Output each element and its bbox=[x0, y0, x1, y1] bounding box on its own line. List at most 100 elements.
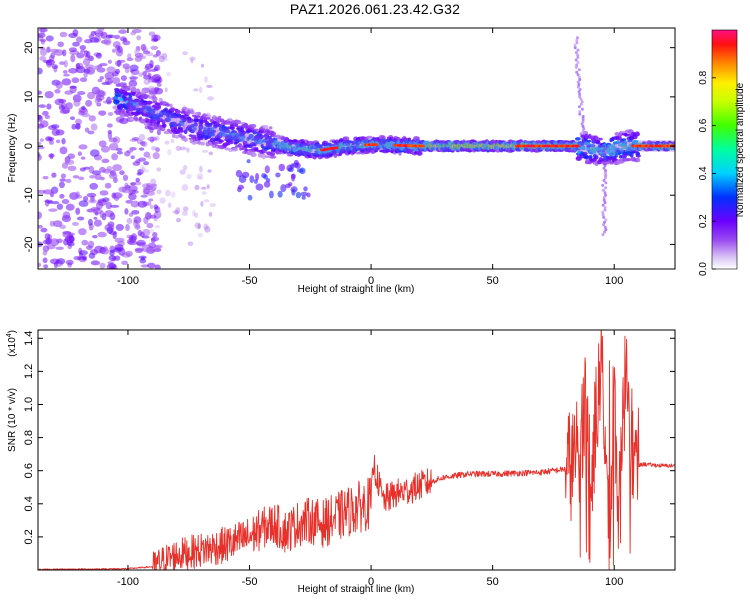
spectrogram-cell bbox=[95, 201, 104, 210]
spectrogram-cell bbox=[584, 155, 589, 159]
spectrogram-cell bbox=[156, 129, 161, 136]
spectrogram-cell bbox=[75, 207, 81, 215]
spectrogram-cell bbox=[149, 109, 156, 115]
spectrogram-cell bbox=[143, 161, 150, 166]
spectrogram-y-tick-label: 10 bbox=[23, 91, 35, 103]
spectrogram-cell bbox=[128, 93, 133, 100]
spectrogram-cell bbox=[227, 118, 233, 121]
spectrogram-cell bbox=[601, 154, 605, 158]
spectrogram-cell bbox=[346, 140, 353, 144]
spectrogram-cell bbox=[131, 73, 135, 77]
spectrogram-cell bbox=[125, 224, 130, 231]
spectrogram-cell bbox=[92, 235, 98, 239]
spectrogram-cell bbox=[107, 59, 112, 64]
spectrogram-cell bbox=[385, 148, 391, 153]
spectrogram-cell bbox=[201, 149, 209, 153]
spectrogram-cell bbox=[149, 126, 154, 134]
spectrogram-cell bbox=[192, 209, 196, 217]
spectrogram-cell bbox=[147, 262, 156, 269]
spectrogram-cell bbox=[58, 181, 65, 189]
spectrogram-cell bbox=[183, 129, 188, 135]
spectrogram-cell bbox=[129, 147, 137, 151]
spectrogram-cell bbox=[145, 211, 152, 220]
spectrogram-cell bbox=[194, 115, 201, 118]
spectrogram-cell bbox=[193, 126, 197, 131]
spectrogram-cell bbox=[575, 70, 579, 74]
spectrogram-cell bbox=[170, 191, 176, 199]
spectrogram-cell bbox=[306, 192, 311, 198]
spectrogram-cell bbox=[225, 142, 231, 146]
spectrogram-cell bbox=[106, 165, 113, 172]
spectrogram-cell bbox=[105, 201, 112, 210]
spectrogram-cell bbox=[394, 146, 401, 149]
spectrogram-cell bbox=[255, 172, 260, 181]
spectrogram-cell bbox=[183, 137, 188, 142]
snr-y-tick-label: 1.4 bbox=[23, 331, 35, 346]
spectrogram-cell bbox=[140, 264, 149, 268]
spectrogram-cell bbox=[576, 80, 580, 84]
spectrogram-cell bbox=[602, 144, 606, 148]
spectrogram-cell bbox=[56, 203, 64, 210]
spectrogram-cell bbox=[49, 220, 56, 227]
spectrogram-cell bbox=[140, 165, 145, 171]
spectrogram-cell bbox=[140, 256, 146, 261]
spectrogram-cell bbox=[153, 185, 158, 189]
spectrogram-cell bbox=[573, 43, 577, 47]
spectrogram-cell bbox=[270, 131, 277, 136]
spectrogram-cell bbox=[132, 101, 139, 107]
spectrogram-cell bbox=[127, 185, 138, 192]
spectrogram-cell bbox=[124, 208, 129, 215]
spectrogram-cell bbox=[602, 215, 606, 219]
spectrogram-cell bbox=[109, 266, 115, 269]
spectrogram-cell bbox=[140, 43, 147, 51]
snr-y-tick-label: 1.0 bbox=[23, 397, 35, 412]
spectrogram-cell bbox=[76, 216, 85, 221]
spectrogram-cell bbox=[416, 136, 420, 140]
spectrogram-cell bbox=[103, 38, 112, 46]
spectrogram-cell bbox=[45, 35, 54, 42]
spectrogram-cell bbox=[79, 167, 86, 172]
spectrogram-cell bbox=[576, 60, 580, 64]
spectrogram-cell bbox=[122, 174, 129, 182]
spectrogram-cell bbox=[109, 249, 115, 257]
snr-y-tick-label: 0.2 bbox=[23, 529, 35, 544]
spectrogram-cell bbox=[38, 262, 42, 268]
spectrogram-cell bbox=[140, 141, 146, 146]
spectrogram-cell bbox=[78, 176, 85, 181]
spectrogram-cell bbox=[255, 183, 264, 191]
spectrogram-cell bbox=[235, 169, 243, 178]
colorbar-tick-label: 0.2 bbox=[698, 214, 709, 228]
spectrogram-cell bbox=[126, 239, 135, 245]
spectrogram-cell bbox=[131, 209, 140, 215]
spectrogram-cell bbox=[75, 122, 81, 130]
spectrogram-cell bbox=[197, 176, 204, 180]
snr-plot-area bbox=[38, 330, 675, 570]
spectrogram-cell bbox=[99, 262, 106, 269]
spectrogram-cell bbox=[127, 53, 132, 59]
spectrogram-cell bbox=[601, 233, 605, 237]
spectrogram-y-tick-label: -20 bbox=[23, 236, 35, 252]
spectrogram-cell bbox=[581, 115, 585, 118]
spectrogram-cell bbox=[38, 141, 42, 146]
spectrogram-cell bbox=[268, 126, 273, 130]
spectrogram-cell bbox=[47, 137, 55, 141]
spectrogram-cell bbox=[187, 241, 194, 246]
spectrogram-cell bbox=[55, 246, 64, 250]
spectrogram-cell bbox=[247, 194, 253, 201]
spectrogram-cell bbox=[122, 40, 131, 46]
spectrogram-cell bbox=[166, 71, 172, 77]
spectrogram-cell bbox=[134, 49, 139, 55]
spectrogram-cell bbox=[601, 203, 605, 207]
spectrogram-cell bbox=[134, 98, 140, 103]
spectrogram-cell bbox=[131, 92, 136, 97]
spectrogram-cell bbox=[73, 99, 81, 107]
spectrogram-cell bbox=[206, 184, 210, 189]
spectrogram-cell bbox=[139, 55, 144, 60]
spectrogram-cell bbox=[203, 114, 209, 117]
spectrogram-cell bbox=[49, 153, 54, 160]
spectrogram-cell bbox=[407, 137, 412, 141]
spectrogram-cell bbox=[203, 223, 209, 230]
spectrogram-cell bbox=[264, 165, 270, 174]
spectrogram-cell bbox=[104, 72, 115, 80]
spectrogram-cell bbox=[627, 158, 631, 162]
